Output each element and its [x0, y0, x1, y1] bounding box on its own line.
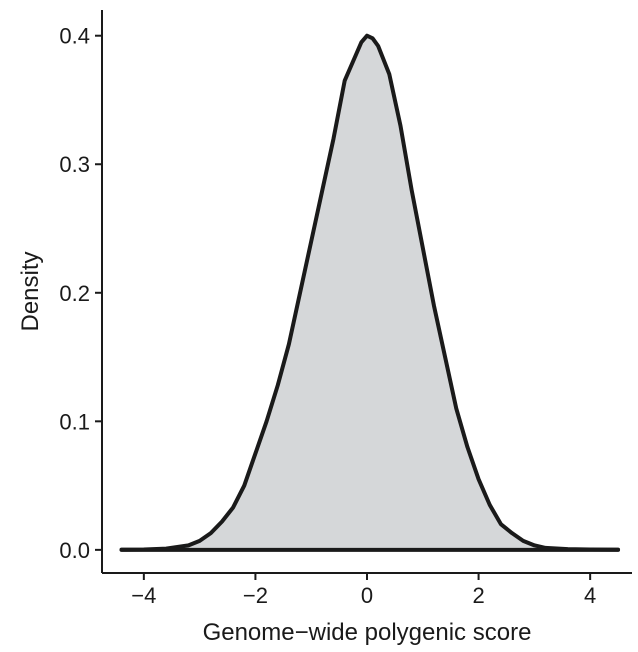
y-tick-label: 0.1	[59, 409, 90, 434]
density-area	[121, 35, 619, 550]
x-axis-title: Genome−wide polygenic score	[203, 619, 532, 646]
y-tick-label: 0.0	[59, 538, 90, 563]
x-tick-label: 2	[472, 583, 484, 608]
x-tick-label: 0	[361, 583, 373, 608]
density-curve	[119, 33, 621, 552]
x-tick-label: 4	[584, 583, 596, 608]
plot-area	[119, 33, 621, 552]
x-tick-label: −4	[131, 583, 156, 608]
y-tick-label: 0.2	[59, 281, 90, 306]
y-tick-label: 0.3	[59, 152, 90, 177]
y-tick-label: 0.4	[59, 24, 90, 49]
axes: −4 −2 0 2 4 0.0 0.1 0.2 0.3 0.4	[59, 10, 632, 608]
y-axis-title: Density	[17, 251, 44, 331]
x-tick-label: −2	[243, 583, 268, 608]
